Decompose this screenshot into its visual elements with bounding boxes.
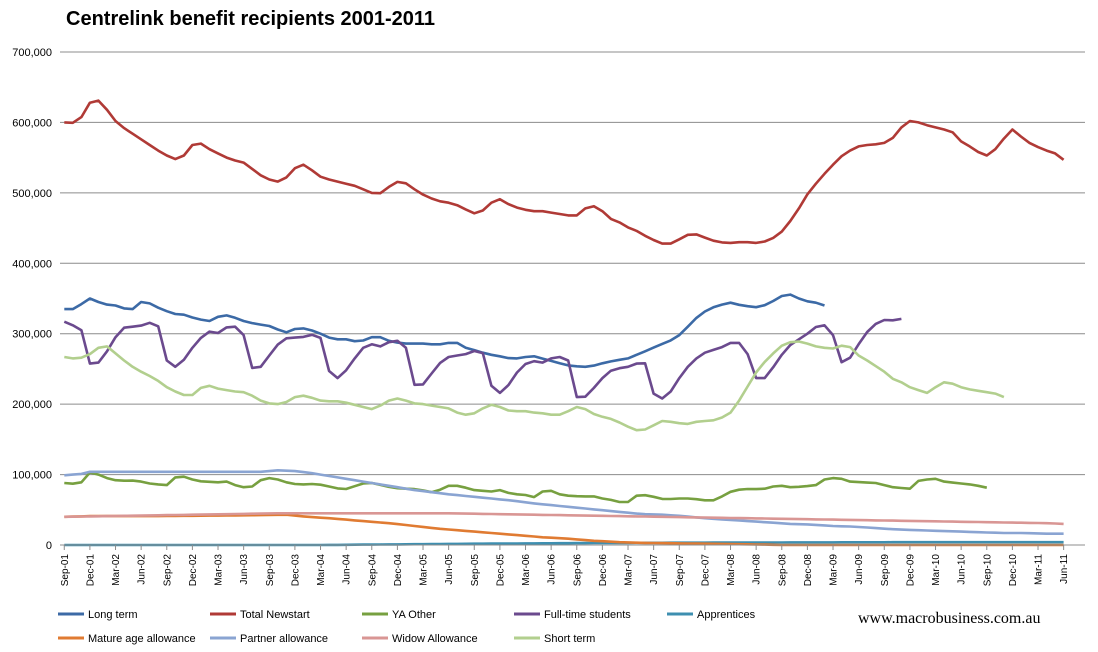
x-tick-label: Sep-05 <box>470 554 481 587</box>
legend-label: YA Other <box>392 609 436 621</box>
y-tick-label: 300,000 <box>12 329 52 341</box>
x-tick-label: Sep-08 <box>777 554 788 587</box>
legend-item: Full-time students <box>514 609 631 621</box>
series-line-widow-allowance <box>64 511 1064 526</box>
x-tick-label: Jun-04 <box>342 554 353 585</box>
gridlines <box>60 51 1085 476</box>
watermark-text: www.macrobusiness.com.au <box>858 610 1041 627</box>
y-tick-label: 100,000 <box>12 470 52 482</box>
legend-item: YA Other <box>362 609 436 621</box>
x-tick-label: Mar-10 <box>931 554 942 586</box>
x-tick-label: Dec-09 <box>905 554 916 587</box>
legend-label: Total Newstart <box>240 609 310 621</box>
legend-label: Long term <box>88 609 138 621</box>
legend-item: Partner allowance <box>210 633 328 645</box>
x-tick-label: Sep-02 <box>162 554 173 587</box>
series-line-long-term <box>64 293 825 369</box>
y-tick-label: 400,000 <box>12 258 52 270</box>
x-tick-label: Mar-06 <box>521 554 532 586</box>
x-tick-label: Mar-09 <box>829 554 840 586</box>
legend-item: Widow Allowance <box>362 633 478 645</box>
series-line-short-term <box>64 340 1005 432</box>
legend-item: Total Newstart <box>210 609 310 621</box>
x-tick-label: Dec-07 <box>700 554 711 587</box>
x-axis-ticks: Sep-01 Dec-01 Mar-02 Jun-02 Sep-02 Dec-02 Mar-… <box>60 545 1070 586</box>
series-line-ya-other <box>64 471 988 504</box>
x-tick-label: Sep-03 <box>265 554 276 587</box>
series-line-full-time-students <box>63 317 902 400</box>
x-tick-label: Jun-08 <box>752 554 763 585</box>
y-tick-label: 600,000 <box>12 117 52 129</box>
x-tick-label: Dec-05 <box>495 554 506 587</box>
x-tick-label: Dec-04 <box>393 554 404 587</box>
x-tick-label: Jun-03 <box>239 554 250 585</box>
x-tick-label: Mar-11 <box>1034 554 1045 585</box>
series-line-total-newstart <box>64 99 1065 245</box>
x-tick-label: Mar-03 <box>214 554 225 586</box>
x-tick-label: Jun-07 <box>649 554 660 585</box>
x-tick-label: Sep-04 <box>367 554 378 587</box>
legend-label: Widow Allowance <box>392 633 478 645</box>
legend-item: Apprentices <box>667 609 756 621</box>
x-tick-label: Jun-02 <box>137 554 148 585</box>
x-tick-label: Jun-09 <box>854 554 865 585</box>
x-tick-label: Dec-01 <box>85 554 96 587</box>
x-tick-label: Sep-07 <box>675 554 686 587</box>
x-tick-label: Dec-08 <box>803 554 814 587</box>
x-tick-label: Mar-02 <box>111 554 122 586</box>
y-axis-ticks: 0 100,000 200,000 300,000 400,000 500,000 600,… <box>12 47 52 552</box>
chart-title: Centrelink benefit recipients 2001-2011 <box>66 8 436 30</box>
legend-item: Short term <box>514 633 595 645</box>
series-line-partner-allowance <box>64 468 1064 536</box>
x-tick-label: Jun-05 <box>444 554 455 585</box>
x-tick-label: Dec-10 <box>1008 554 1019 587</box>
legend-label: Mature age allowance <box>88 633 196 645</box>
x-tick-label: Sep-09 <box>880 554 891 587</box>
x-tick-label: Sep-01 <box>60 554 71 587</box>
x-tick-label: Mar-05 <box>419 554 430 586</box>
legend: Long term Total Newstart YA Other Full-time… <box>58 609 756 645</box>
y-tick-label: 700,000 <box>12 47 52 59</box>
x-tick-label: Mar-07 <box>624 554 635 586</box>
x-tick-label: Sep-10 <box>982 554 993 587</box>
x-tick-label: Jun-06 <box>547 554 558 585</box>
x-tick-label: Dec-03 <box>290 554 301 587</box>
x-tick-label: Jun-10 <box>957 554 968 585</box>
x-tick-label: Dec-02 <box>188 554 199 587</box>
x-tick-label: Mar-08 <box>726 554 737 586</box>
legend-label: Apprentices <box>697 609 756 621</box>
legend-label: Full-time students <box>544 609 631 621</box>
x-tick-label: Dec-06 <box>598 554 609 587</box>
legend-item: Long term <box>58 609 138 621</box>
legend-label: Short term <box>544 633 595 645</box>
series-lines <box>63 99 1065 547</box>
x-tick-label: Sep-06 <box>572 554 583 587</box>
y-tick-label: 500,000 <box>12 188 52 200</box>
x-tick-label: Mar-04 <box>316 554 327 586</box>
y-tick-label: 0 <box>46 540 52 552</box>
x-tick-label: Jun-11 <box>1059 554 1070 584</box>
legend-label: Partner allowance <box>240 633 328 645</box>
y-tick-label: 200,000 <box>12 399 52 411</box>
legend-item: Mature age allowance <box>58 633 196 645</box>
